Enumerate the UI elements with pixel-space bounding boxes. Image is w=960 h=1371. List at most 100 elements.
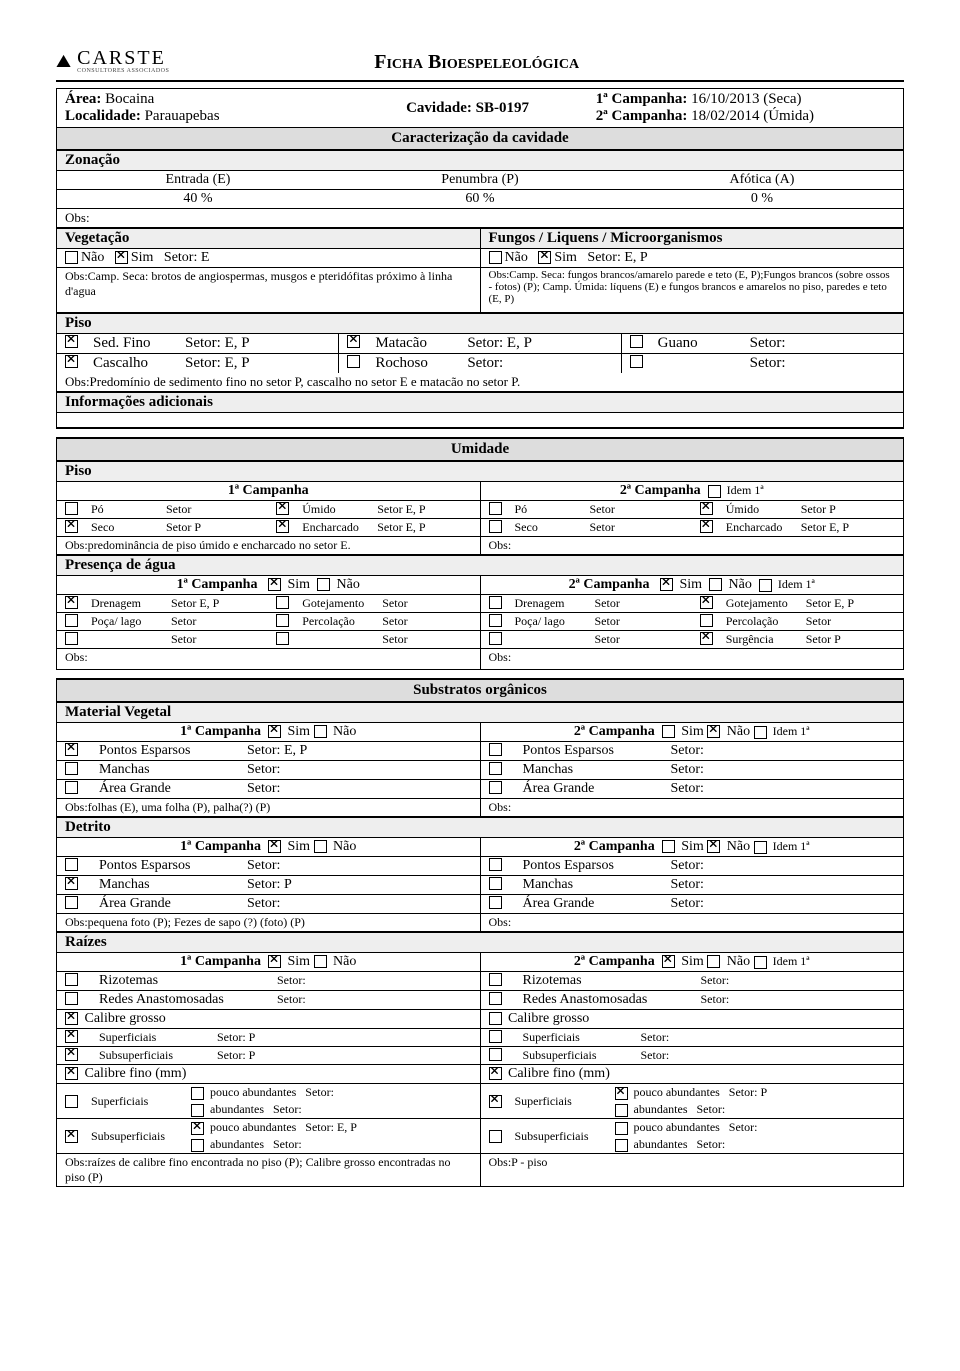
checkbox-icon — [65, 973, 78, 986]
sub-veg: Vegetação — [57, 228, 480, 249]
checkbox-icon — [662, 955, 675, 968]
umid-item: SecoSetor P — [57, 519, 268, 536]
umid-obs2: Obs: — [481, 537, 904, 554]
checkbox-icon — [65, 1130, 78, 1143]
checkbox-icon — [489, 1048, 502, 1061]
checkbox-icon — [65, 355, 78, 368]
piso-item: CascalhoSetor: E, P — [57, 354, 339, 373]
checkbox-icon — [630, 335, 643, 348]
umid-camp-head: 1ª Campanha 2ª Campanha Idem 1ª — [57, 482, 903, 501]
umid-item: EncharcadoSetor E, P — [268, 519, 480, 536]
raiz-row: Redes AnastomosadasSetor: — [481, 991, 904, 1009]
flm-opts: Não Sim Setor: E, P — [481, 249, 904, 268]
checkbox-icon — [700, 632, 713, 645]
zon-labels: Entrada (E)Penumbra (P)Afótica (A) — [57, 171, 903, 190]
checkbox-icon — [268, 840, 281, 853]
checkbox-icon — [489, 781, 502, 794]
checkbox-icon — [662, 840, 675, 853]
checkbox-icon — [347, 335, 360, 348]
checkbox-icon — [707, 955, 720, 968]
umid-obs1: Obs:predominância de piso úmido e enchar… — [57, 537, 481, 554]
checkbox-icon — [65, 632, 78, 645]
checkbox-icon — [65, 896, 78, 909]
checkbox-icon — [65, 502, 78, 515]
piso-item: Setor: — [622, 354, 903, 373]
checkbox-icon — [65, 1067, 78, 1080]
checkbox-icon — [489, 1095, 502, 1108]
checkbox-icon — [191, 1087, 204, 1100]
substr-item: Área GrandeSetor: — [57, 780, 481, 798]
checkbox-icon — [317, 578, 330, 591]
checkbox-icon — [65, 1030, 78, 1043]
checkbox-icon — [65, 1095, 78, 1108]
checkbox-icon — [276, 632, 289, 645]
checkbox-icon — [65, 596, 78, 609]
substr-item: ManchasSetor: — [57, 761, 481, 779]
checkbox-icon — [65, 877, 78, 890]
substr-item: Área GrandeSetor: — [57, 895, 481, 913]
checkbox-icon — [489, 743, 502, 756]
meta-block: Área: Bocaina Localidade: Parauapebas Ca… — [57, 89, 903, 127]
checkbox-icon — [65, 520, 78, 533]
sub-flm: Fungos / Liquens / Microorganismos — [481, 228, 904, 249]
piso-obs: Obs:Predomínio de sedimento fino no seto… — [57, 373, 903, 392]
checkbox-icon — [662, 725, 675, 738]
umid-item: PóSetor — [57, 501, 268, 518]
presenca-item: Setor — [268, 631, 480, 648]
raiz-row: RizotemasSetor: — [57, 972, 481, 990]
checkbox-icon — [489, 992, 502, 1005]
substr-item: Área GrandeSetor: — [481, 895, 904, 913]
checkbox-icon — [489, 858, 502, 871]
checkbox-icon — [347, 355, 360, 368]
umid-item: EncharcadoSetor E, P — [692, 519, 903, 536]
checkbox-icon — [489, 762, 502, 775]
flm-obs: Obs:Camp. Seca: fungos brancos/amarelo p… — [481, 268, 904, 306]
piso-item: MatacãoSetor: E, P — [339, 334, 621, 353]
checkbox-icon — [489, 251, 502, 264]
checkbox-icon — [700, 596, 713, 609]
checkbox-icon — [660, 578, 673, 591]
checkbox-icon — [314, 840, 327, 853]
checkbox-icon — [700, 520, 713, 533]
checkbox-icon — [65, 1048, 78, 1061]
logo-name: CARSTE — [77, 48, 169, 68]
presenca-item: PercolaçãoSetor — [268, 613, 480, 630]
presenca-item: Setor — [481, 631, 692, 648]
logo-icon: ⛰︎ — [56, 51, 71, 72]
checkbox-icon — [314, 725, 327, 738]
checkbox-icon — [65, 614, 78, 627]
checkbox-icon — [65, 992, 78, 1005]
checkbox-icon — [707, 840, 720, 853]
section-umidade: Umidade — [57, 438, 903, 461]
checkbox-icon — [538, 251, 551, 264]
substr-item: ManchasSetor: — [481, 761, 904, 779]
umid-item: SecoSetor — [481, 519, 692, 536]
checkbox-icon — [65, 781, 78, 794]
umid-item: ÚmidoSetor P — [692, 501, 903, 518]
presenca-item: Setor — [57, 631, 268, 648]
checkbox-icon — [65, 762, 78, 775]
umid-item: ÚmidoSetor E, P — [268, 501, 480, 518]
checkbox-icon — [754, 726, 767, 739]
sub-zonacao: Zonação — [57, 150, 903, 171]
substr-item: Área GrandeSetor: — [481, 780, 904, 798]
checkbox-icon — [268, 725, 281, 738]
checkbox-icon — [314, 955, 327, 968]
presenca-item: DrenagemSetor E, P — [57, 595, 268, 612]
checkbox-icon — [615, 1139, 628, 1152]
checkbox-icon — [115, 251, 128, 264]
checkbox-icon — [489, 632, 502, 645]
checkbox-icon — [276, 520, 289, 533]
sub-raizes: Raízes — [57, 932, 903, 953]
zon-obs: Obs: — [57, 209, 903, 228]
pres-obs2: Obs: — [481, 649, 904, 669]
checkbox-icon — [754, 841, 767, 854]
checkbox-icon — [759, 579, 772, 592]
checkbox-icon — [268, 955, 281, 968]
veg-opts: Não Sim Setor: E — [57, 249, 480, 268]
veg-obs: Obs:Camp. Seca: brotos de angiospermas, … — [57, 268, 480, 312]
substr-item: ManchasSetor: P — [57, 876, 481, 894]
presenca-item: Poça/ lagoSetor — [57, 613, 268, 630]
umid-item: PóSetor — [481, 501, 692, 518]
checkbox-icon — [615, 1122, 628, 1135]
